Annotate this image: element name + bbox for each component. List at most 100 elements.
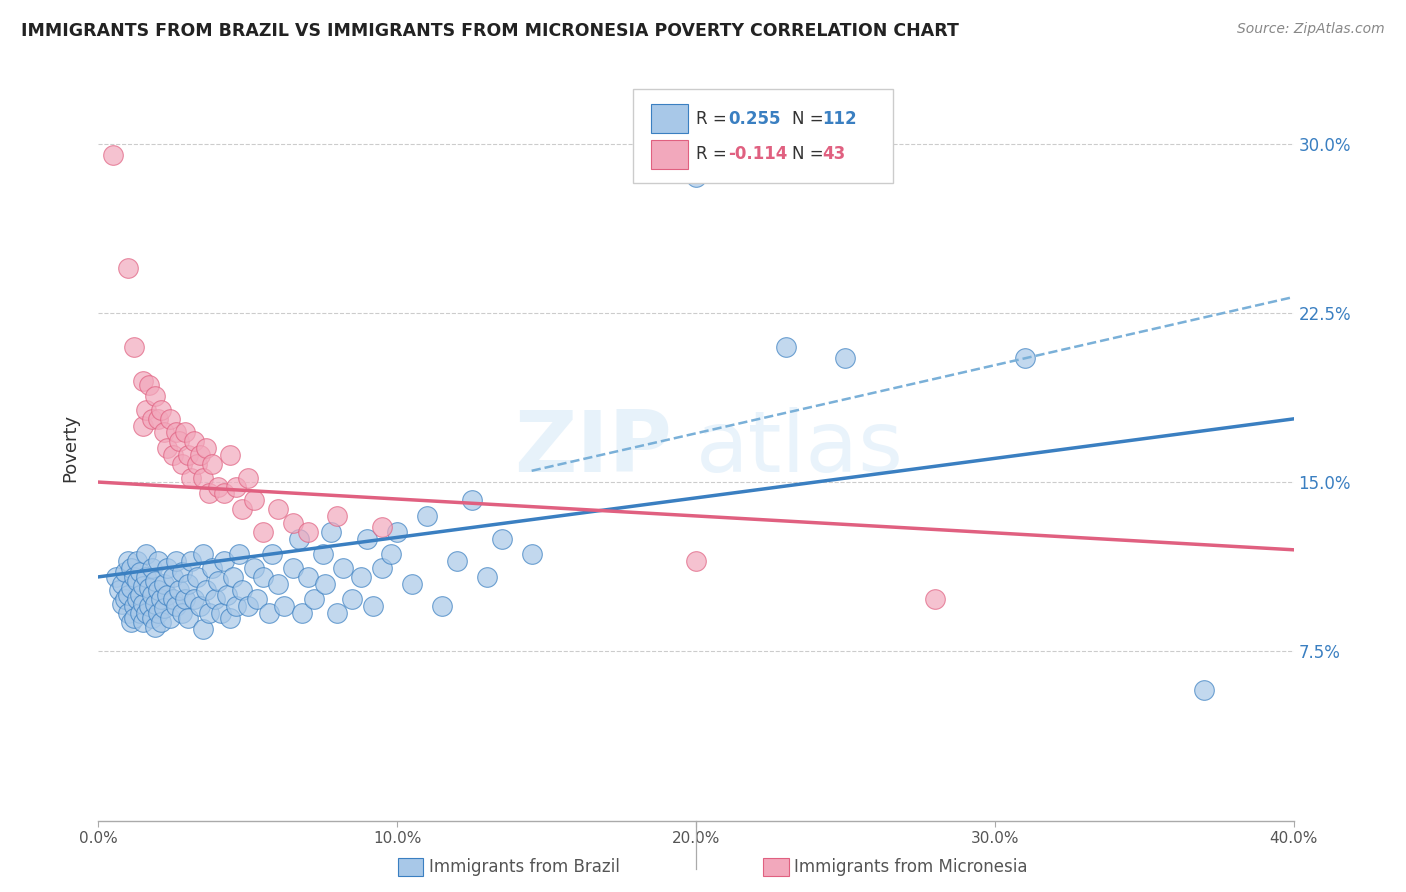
- Point: [120, 615, 142, 629]
- Point: [260, 547, 283, 561]
- Point: [236, 599, 259, 614]
- Text: Immigrants from Micronesia: Immigrants from Micronesia: [794, 858, 1028, 876]
- Point: [201, 561, 224, 575]
- Point: [191, 470, 214, 484]
- Point: [135, 547, 157, 561]
- Point: [138, 599, 160, 614]
- Point: [165, 425, 187, 440]
- Point: [180, 554, 202, 568]
- Point: [132, 615, 155, 629]
- Point: [117, 554, 139, 568]
- Point: [186, 570, 208, 584]
- Point: [321, 524, 343, 539]
- Point: [243, 561, 266, 575]
- Text: Source: ZipAtlas.com: Source: ZipAtlas.com: [1237, 22, 1385, 37]
- Point: [114, 566, 136, 580]
- Point: [198, 606, 221, 620]
- Point: [172, 457, 194, 471]
- Point: [204, 592, 226, 607]
- Point: [385, 524, 409, 539]
- Point: [124, 610, 146, 624]
- Point: [273, 599, 295, 614]
- Point: [252, 570, 274, 584]
- Text: N =: N =: [792, 110, 828, 128]
- Point: [103, 148, 125, 162]
- Point: [129, 588, 152, 602]
- Point: [1192, 682, 1215, 697]
- Point: [401, 576, 423, 591]
- Point: [135, 606, 157, 620]
- Point: [177, 448, 200, 462]
- Point: [201, 457, 224, 471]
- Point: [252, 524, 274, 539]
- Point: [132, 597, 155, 611]
- Point: [148, 606, 170, 620]
- Point: [302, 592, 325, 607]
- Point: [132, 418, 155, 433]
- Text: R =: R =: [696, 145, 733, 163]
- Point: [281, 561, 304, 575]
- Point: [174, 592, 197, 607]
- Point: [108, 583, 131, 598]
- Point: [150, 592, 173, 607]
- Point: [371, 520, 394, 534]
- Point: [124, 570, 146, 584]
- Point: [105, 570, 128, 584]
- Point: [135, 570, 157, 584]
- Point: [183, 434, 205, 449]
- Point: [138, 378, 160, 392]
- Point: [127, 592, 149, 607]
- Point: [141, 610, 163, 624]
- Point: [267, 576, 290, 591]
- Point: [225, 599, 247, 614]
- Point: [207, 574, 229, 589]
- Point: [520, 547, 543, 561]
- Point: [291, 606, 314, 620]
- Point: [342, 592, 364, 607]
- Point: [148, 583, 170, 598]
- Point: [143, 574, 166, 589]
- Point: [120, 561, 142, 575]
- Point: [114, 592, 136, 607]
- Point: [219, 610, 242, 624]
- Point: [356, 532, 378, 546]
- Point: [267, 502, 290, 516]
- Point: [446, 554, 468, 568]
- Point: [924, 592, 946, 607]
- Point: [287, 532, 309, 546]
- Point: [127, 554, 149, 568]
- Point: [228, 547, 250, 561]
- Point: [162, 570, 184, 584]
- Point: [132, 579, 155, 593]
- Point: [167, 434, 190, 449]
- Point: [111, 576, 134, 591]
- Text: Immigrants from Brazil: Immigrants from Brazil: [429, 858, 620, 876]
- Point: [156, 588, 179, 602]
- Point: [148, 554, 170, 568]
- Point: [153, 601, 176, 615]
- Point: [143, 597, 166, 611]
- Point: [1014, 351, 1036, 365]
- Point: [177, 576, 200, 591]
- Point: [172, 606, 194, 620]
- Point: [326, 508, 349, 523]
- Point: [685, 554, 707, 568]
- Text: 112: 112: [823, 110, 858, 128]
- Point: [132, 374, 155, 388]
- Point: [141, 588, 163, 602]
- Point: [257, 606, 280, 620]
- Text: IMMIGRANTS FROM BRAZIL VS IMMIGRANTS FROM MICRONESIA POVERTY CORRELATION CHART: IMMIGRANTS FROM BRAZIL VS IMMIGRANTS FRO…: [21, 22, 959, 40]
- Point: [207, 480, 229, 494]
- Point: [177, 610, 200, 624]
- Point: [475, 570, 498, 584]
- Text: ZIP: ZIP: [515, 407, 672, 490]
- Point: [491, 532, 513, 546]
- Point: [416, 508, 439, 523]
- Point: [120, 581, 142, 595]
- Point: [231, 583, 253, 598]
- Point: [141, 412, 163, 426]
- Point: [371, 561, 394, 575]
- Point: [315, 576, 337, 591]
- Point: [834, 351, 856, 365]
- Point: [143, 619, 166, 633]
